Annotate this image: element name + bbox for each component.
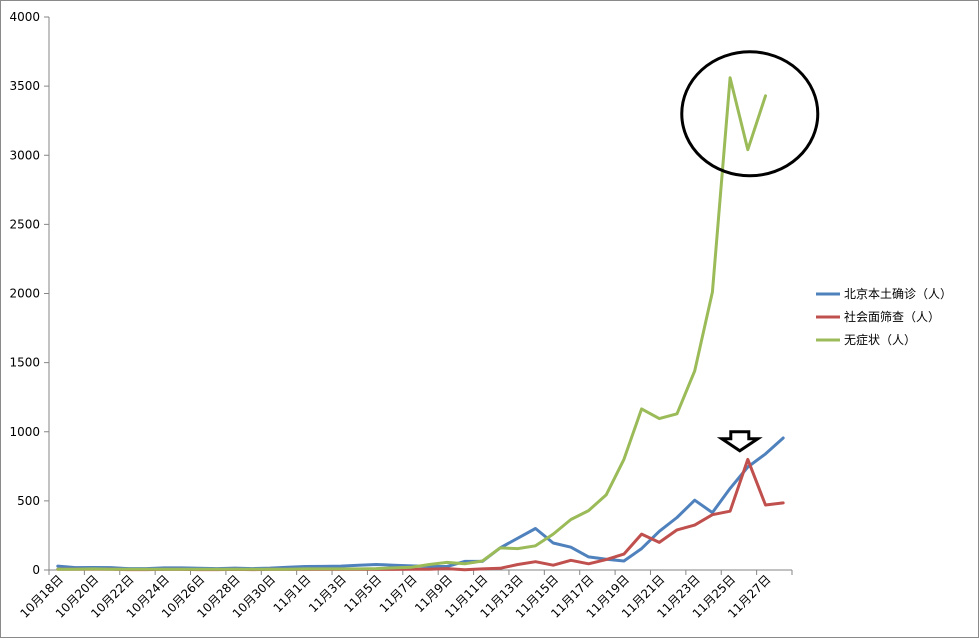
- y-tick-label: 3500: [9, 79, 40, 93]
- series-line-1: [56, 457, 785, 572]
- down-arrow-icon: [716, 430, 763, 453]
- y-tick-label: 1000: [9, 425, 40, 439]
- legend-label: 北京本土确诊（人）: [844, 287, 952, 301]
- y-tick-labels: 0 500 1000 1500 2000 2500 3000 3500 4000: [9, 10, 40, 577]
- y-tick-label: 0: [32, 563, 40, 577]
- x-tick-label: 11月5日: [341, 572, 384, 615]
- x-tick-label: 11月7日: [377, 572, 420, 615]
- series-line-2: [56, 76, 767, 571]
- legend-item: 北京本土确诊（人）: [816, 287, 952, 301]
- y-tick-label: 1500: [9, 356, 40, 370]
- axes: [44, 16, 793, 575]
- y-tick-label: 3000: [9, 148, 40, 162]
- annotations: [680, 50, 820, 453]
- y-tick-label: 2500: [9, 217, 40, 231]
- x-tick-label: 11月3日: [306, 572, 349, 615]
- legend: 北京本土确诊（人） 社会面筛查（人） 无症状（人）: [816, 287, 952, 347]
- legend-label: 无症状（人）: [844, 332, 916, 347]
- legend-label: 社会面筛查（人）: [844, 309, 940, 324]
- series-line-0: [56, 436, 785, 571]
- y-tick-label: 4000: [9, 10, 40, 24]
- x-tick-label: 11月1日: [271, 572, 314, 615]
- highlight-ellipse: [680, 50, 820, 178]
- legend-item: 社会面筛查（人）: [816, 309, 940, 324]
- legend-item: 无症状（人）: [816, 332, 916, 347]
- series-lines: [56, 76, 785, 572]
- y-tick-label: 500: [17, 494, 40, 508]
- y-tick-label: 2000: [9, 287, 40, 301]
- x-tick-labels: 10月18日10月20日10月22日10月24日10月26日10月28日10月3…: [17, 572, 773, 620]
